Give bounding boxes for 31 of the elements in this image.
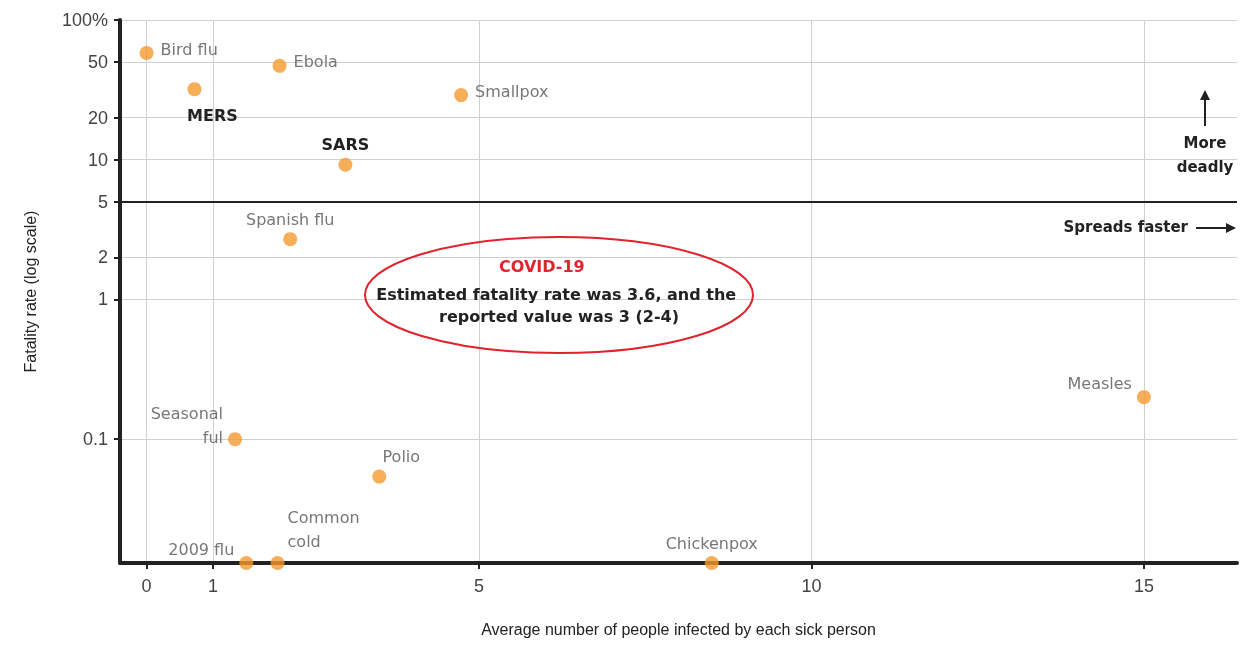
annotation: 2009 flu [168,539,235,559]
y-tick-label: 1 [97,289,108,310]
annotation: More deadly [1175,133,1235,178]
y-tick-label: 20 [87,107,108,128]
x-tick-label: 0 [141,576,152,596]
y-tick-label: 5 [97,191,108,212]
annotation: MERS [187,105,238,125]
annotation: Seasonal ful [150,403,224,447]
x-tick-label: 10 [801,576,822,596]
x-axis-title: Average number of people infected by each sick person [481,620,876,638]
annotation: Chickenpox [665,533,758,553]
y-tick-label: 100% [61,10,108,30]
y-tick-label: 2 [97,247,108,268]
y-tick-label: 10 [87,149,108,170]
annotation: Spanish flu [245,209,335,229]
annotation: Polio [382,447,421,467]
x-tick-label: 15 [1133,576,1154,596]
annotation: SARS [321,135,370,155]
annotation: Estimated fatality rate was 3.6, and the reported value was 3 (2-4) [376,284,742,326]
x-tick-label: 5 [474,576,485,596]
y-tick-label: 0.1 [82,429,108,450]
x-tick-label: 1 [208,576,219,596]
annotation: COVID-19 [499,256,585,276]
annotation: Measles [1067,373,1132,393]
y-axis-title: Fatality rate (log scale) [21,210,39,373]
annotation: Common cold [287,507,365,551]
annotation: Smallpox [475,81,549,101]
annotation: Spreads faster [1063,218,1188,236]
y-tick-label: 50 [87,52,108,73]
annotation: Ebola [293,52,338,72]
annotation: Bird flu [160,39,218,59]
